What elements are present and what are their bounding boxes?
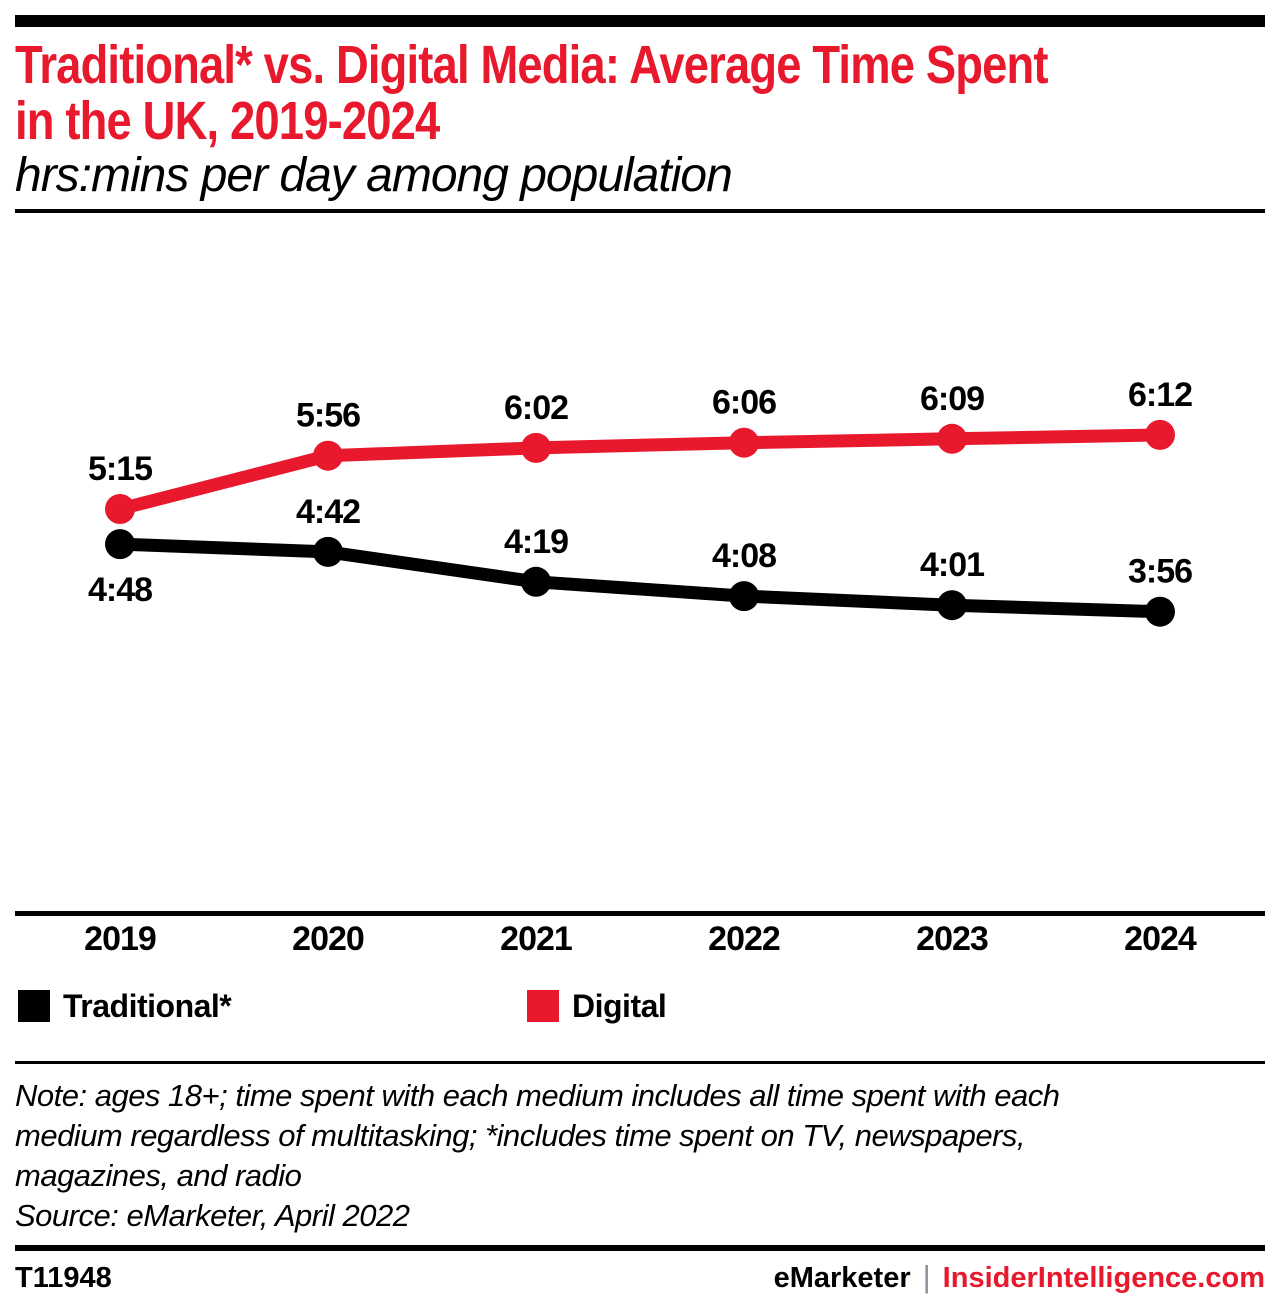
chart-title-line-1: Traditional* vs. Digital Media: Average … <box>15 35 1048 95</box>
x-axis-label: 2019 <box>84 920 156 958</box>
x-axis-label: 2021 <box>500 920 572 958</box>
chart-title: Traditional* vs. Digital Media: Average … <box>15 37 1065 149</box>
data-point-traditional <box>729 581 759 612</box>
data-label-digital: 6:12 <box>1128 376 1192 414</box>
digital-swatch <box>527 990 559 1022</box>
legend-item-digital: Digital <box>527 985 667 1027</box>
x-axis-label: 2024 <box>1124 920 1197 958</box>
x-axis-label: 2023 <box>916 920 988 958</box>
data-point-digital <box>521 432 551 463</box>
notes-divider <box>15 1061 1265 1064</box>
data-label-traditional: 4:42 <box>296 493 360 531</box>
note-line-3: magazines, and radio <box>15 1158 302 1193</box>
data-label-traditional: 4:19 <box>504 523 568 561</box>
data-point-digital <box>105 494 135 524</box>
data-point-digital <box>729 427 759 458</box>
chart-id: T11948 <box>15 1262 112 1294</box>
data-label-traditional: 3:56 <box>1128 553 1192 591</box>
legend-item-traditional: Traditional* <box>18 985 232 1027</box>
note-line-2: medium regardless of multitasking; *incl… <box>15 1118 1026 1153</box>
notes-block: Note: ages 18+; time spent with each med… <box>15 1076 1265 1236</box>
header-divider <box>15 209 1265 213</box>
data-label-traditional: 4:48 <box>88 571 152 609</box>
data-point-traditional <box>521 566 551 597</box>
brand-separator: | <box>922 1259 931 1294</box>
legend-label-traditional: Traditional* <box>63 987 232 1024</box>
site-link: InsiderIntelligence.com <box>942 1262 1265 1294</box>
data-point-traditional <box>1145 596 1175 627</box>
data-point-traditional <box>313 536 343 567</box>
data-label-traditional: 4:01 <box>920 546 984 584</box>
source-line: Source: eMarketer, April 2022 <box>15 1198 410 1233</box>
top-accent-bar <box>15 15 1265 27</box>
note-line-1: Note: ages 18+; time spent with each med… <box>15 1078 1060 1113</box>
data-label-traditional: 4:08 <box>712 537 776 575</box>
data-label-digital: 5:15 <box>88 450 152 488</box>
data-point-digital <box>937 423 967 454</box>
series-line-digital <box>113 428 1167 516</box>
data-label-digital: 6:09 <box>920 380 984 418</box>
chart-title-line-2: in the UK, 2019-2024 <box>15 91 440 151</box>
footer-divider <box>15 1245 1265 1251</box>
x-axis-label: 2020 <box>292 920 364 958</box>
data-label-digital: 5:56 <box>296 397 360 435</box>
data-point-digital <box>313 440 343 471</box>
data-point-traditional <box>105 529 135 560</box>
footer: T11948 eMarketer | InsiderIntelligence.c… <box>15 1259 1265 1295</box>
traditional-swatch <box>18 990 50 1022</box>
data-point-digital <box>1145 419 1175 450</box>
x-axis-line <box>15 911 1265 916</box>
data-point-traditional <box>937 590 967 621</box>
legend-label-digital: Digital <box>572 987 667 1024</box>
data-label-digital: 6:06 <box>712 384 776 422</box>
legend: Traditional* Digital <box>0 985 1280 1027</box>
series-line-traditional <box>113 537 1167 619</box>
data-label-digital: 6:02 <box>504 389 568 427</box>
brand-emarketer: eMarketer <box>773 1262 911 1294</box>
line-chart: 4:48 4:42 4:19 4:08 4:01 3:56 5:15 5:56 6:02 6:06… <box>15 376 1265 958</box>
footer-brand-block: eMarketer | InsiderIntelligence.com <box>774 1259 1265 1295</box>
chart-subtitle: hrs:mins per day among population <box>15 149 733 202</box>
x-axis-label: 2022 <box>708 920 780 958</box>
